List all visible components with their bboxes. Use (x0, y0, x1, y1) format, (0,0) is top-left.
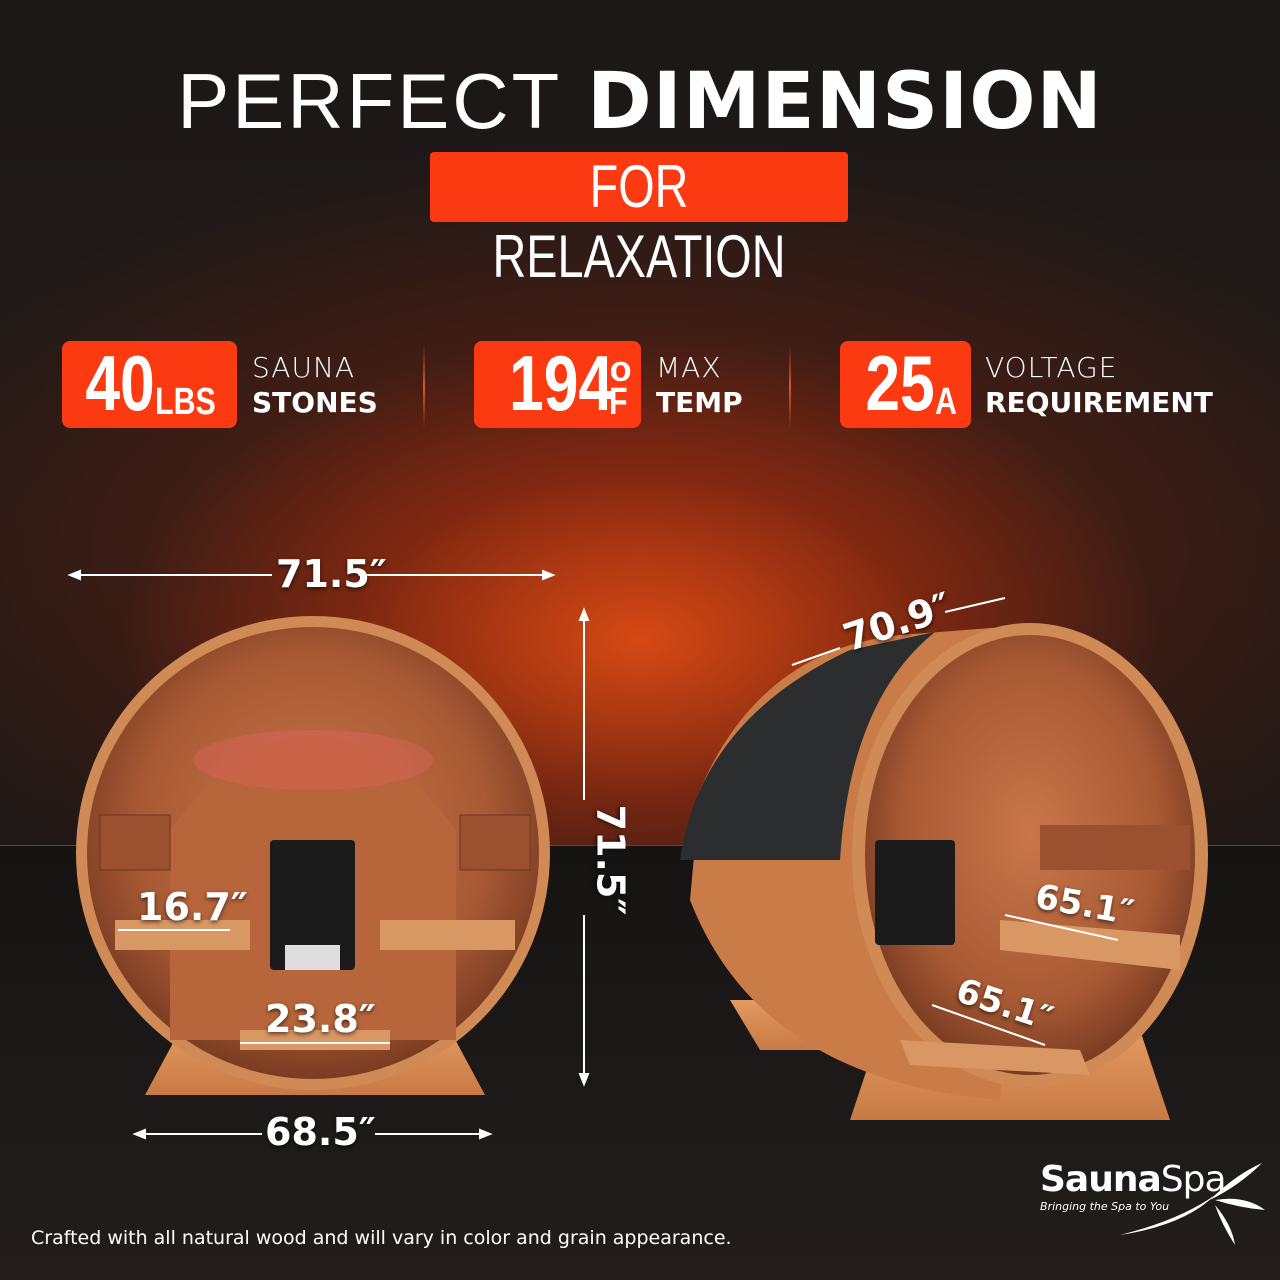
title-light: PERFECT (177, 57, 563, 145)
dim-front-height: 71.5″ (588, 804, 633, 916)
title-bold: DIMENSION (587, 57, 1103, 147)
stat-label-line2: TEMP (656, 386, 743, 419)
stat-stones-badge: 40 LBS (62, 341, 237, 428)
shingle-roof (680, 632, 935, 860)
heater-icon (875, 840, 955, 945)
stat-voltage-label: VOLTAGE REQUIREMENT (985, 350, 1213, 420)
stat-temp-badge: 194 o F (474, 341, 641, 428)
stat-unit: LBS (154, 381, 216, 423)
subtitle-text: FOR RELAXATION (492, 153, 786, 290)
stat-label-line2: STONES (252, 386, 378, 419)
divider (423, 345, 425, 429)
stat-value: 194 (508, 339, 613, 427)
sauna-side-view (680, 623, 1208, 1120)
heater-icon (270, 840, 355, 970)
footer-note: Crafted with all natural wood and will v… (31, 1227, 732, 1249)
sauna-front-view (76, 616, 550, 1095)
page-title: PERFECT DIMENSION (0, 58, 1280, 145)
stat-label-line1: SAUNA (252, 351, 356, 384)
brand-name-bold: Sauna (1040, 1159, 1162, 1200)
stat-voltage-badge: 25 A (840, 341, 971, 428)
degree-symbol: o (609, 348, 632, 389)
stat-unit: F (608, 381, 628, 423)
stat-label-line1: VOLTAGE (985, 351, 1118, 384)
brand-tagline: Bringing the Spa to You (1040, 1200, 1170, 1213)
stat-stones-label: SAUNA STONES (252, 350, 378, 420)
stat-temp-label: MAX TEMP (656, 350, 743, 420)
brand-logo: SaunaSpa Bringing the Spa to You (1040, 1159, 1227, 1214)
brand-name-light: Spa (1160, 1159, 1227, 1200)
dim-bench-depth: 16.7″ (137, 885, 248, 929)
stat-value: 25 (865, 339, 936, 427)
stat-value: 40 (85, 339, 155, 427)
subtitle-badge: FOR RELAXATION (430, 152, 848, 290)
stat-label-line2: REQUIREMENT (985, 386, 1213, 419)
dim-front-width: 71.5″ (276, 552, 387, 596)
dimension-arrows (67, 569, 1119, 1140)
dim-floor-width: 23.8″ (265, 997, 376, 1041)
stat-unit: A (935, 381, 958, 423)
stat-label-line1: MAX (656, 351, 722, 384)
dim-base-width: 68.5″ (265, 1110, 376, 1154)
divider (789, 345, 791, 429)
